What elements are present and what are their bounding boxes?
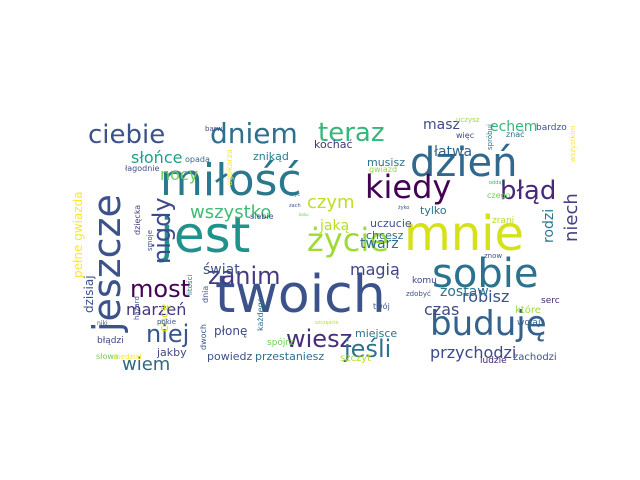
cloud-word: most (130, 275, 190, 303)
cloud-word: dwoch (199, 324, 208, 350)
cloud-word: musisz (367, 156, 405, 169)
cloud-word: hazard (133, 296, 141, 320)
cloud-word: dzień (410, 140, 517, 186)
cloud-word: masz (423, 117, 460, 133)
cloud-word: jest (159, 206, 250, 264)
cloud-word: jeszcze (85, 194, 129, 333)
cloud-word: dniem (210, 117, 298, 150)
cloud-word: rodzi (541, 209, 557, 243)
cloud-word: sobie (432, 251, 538, 297)
cloud-word: wiesz (286, 325, 352, 353)
cloud-word: opada (185, 155, 210, 164)
cloud-word: pokie (157, 318, 176, 326)
cloud-word: litości (186, 275, 194, 295)
cloud-word: zdobyć (406, 290, 431, 298)
cloud-word: płonę (214, 324, 247, 338)
cloud-word: wiedział (113, 353, 141, 361)
cloud-word: miejsce (355, 327, 397, 340)
cloud-word: twój (373, 301, 390, 311)
cloud-word: łatwa (434, 144, 472, 160)
cloud-word: znikąd (253, 150, 289, 163)
cloud-word: dzięcka (133, 205, 142, 235)
cloud-word: każdego (256, 297, 265, 331)
cloud-word: mnie (404, 206, 524, 262)
cloud-word: twoich (215, 265, 386, 325)
cloud-word: nocy (160, 165, 198, 184)
cloud-word: magią (350, 260, 400, 279)
cloud-word: niech (561, 193, 582, 242)
cloud-word: tylko (420, 204, 447, 217)
cloud-word: dzisiaj (82, 275, 96, 313)
cloud-word: zachodzi (513, 352, 557, 363)
cloud-word: wszystkim (569, 125, 577, 162)
cloud-word: szczęście (315, 319, 339, 326)
cloud-word: jakby (156, 346, 187, 359)
cloud-word: nigdy (148, 197, 176, 264)
cloud-word: życie (307, 221, 389, 259)
cloud-word: siebie (250, 212, 274, 221)
cloud-word: marzeń (126, 300, 186, 319)
cloud-word: dnia (201, 286, 210, 303)
cloud-word: ugokarza (225, 149, 234, 186)
cloud-word: niki (97, 320, 108, 327)
cloud-word: chcesz (366, 229, 404, 242)
cloud-word: świat (203, 262, 240, 278)
cloud-word: teraz (318, 118, 384, 148)
cloud-word: serc (541, 296, 560, 306)
cloud-word: uczucie (370, 217, 412, 230)
cloud-word: łagodnie (125, 164, 160, 173)
cloud-word: czym (307, 192, 355, 213)
cloud-word: twarz (360, 236, 399, 252)
cloud-word: zanim (208, 262, 281, 290)
cloud-word: przestaniesz (255, 350, 324, 363)
cloud-word: niej (146, 320, 189, 348)
cloud-word: kochać (314, 138, 353, 151)
cloud-word: więc (456, 131, 474, 140)
cloud-word: zach (289, 203, 301, 209)
cloud-word: smoje (146, 230, 154, 251)
cloud-word: miłość (160, 155, 302, 206)
cloud-word: znow (484, 252, 502, 260)
cloud-word: przychodzi (430, 343, 516, 362)
cloud-word: błądzi (97, 336, 124, 346)
cloud-word: chcę (157, 304, 171, 332)
cloud-word: wiem (122, 354, 170, 375)
cloud-word: buduję (430, 304, 547, 344)
cloud-word: spróbuj (486, 124, 494, 150)
cloud-word: kiedy (365, 168, 451, 206)
cloud-word: powiedz (207, 350, 253, 363)
cloud-word: szczyt (340, 353, 371, 364)
cloud-word: jeśli (343, 335, 391, 363)
cloud-word: gwiazd (369, 165, 397, 174)
cloud-word: uczysz (456, 116, 480, 124)
cloud-word: ludzie (480, 356, 507, 366)
cloud-word: barw (205, 125, 223, 133)
cloud-word: błąd (500, 176, 556, 206)
cloud-word: jaką (319, 218, 349, 234)
cloud-word: które (515, 304, 541, 316)
cloud-word: czas (424, 300, 459, 319)
cloud-word: echem (490, 119, 537, 135)
cloud-word: komu (412, 276, 437, 286)
cloud-word: zrani (492, 216, 514, 226)
cloud-word: wołaj (517, 318, 540, 328)
cloud-word: oddaj (489, 180, 503, 186)
cloud-word: bardzo (536, 123, 567, 133)
cloud-word: słońce (131, 148, 182, 167)
cloud-word: pełne gwiazda (71, 191, 85, 278)
cloud-word: żyko (398, 205, 409, 211)
cloud-word: spójrz (267, 337, 294, 348)
cloud-word: robisz (462, 287, 509, 306)
cloud-word: czego (487, 191, 511, 200)
cloud-word: czyć (289, 191, 300, 198)
cloud-word: słowa (96, 352, 119, 361)
cloud-word: wszystko (190, 202, 271, 223)
cloud-word: ciebie (88, 120, 165, 150)
cloud-word: zostaw (440, 284, 489, 300)
cloud-word: boku (299, 212, 309, 217)
cloud-word: znać (506, 129, 525, 139)
